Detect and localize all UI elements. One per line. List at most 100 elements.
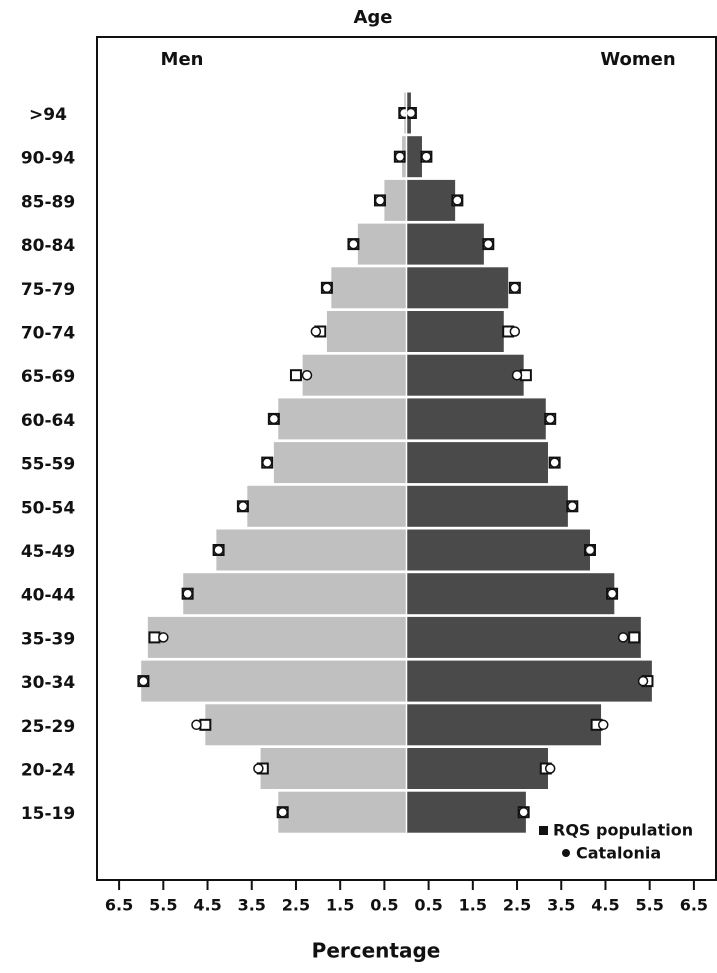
bar — [326, 311, 407, 352]
y-tick-label: 15-19 — [21, 804, 75, 824]
bar — [406, 616, 641, 658]
bar — [247, 485, 407, 527]
marker-circle — [321, 282, 333, 294]
bar — [406, 748, 548, 789]
x-tick-label: 6.5 — [680, 896, 708, 915]
marker-circle — [213, 544, 224, 556]
bar — [357, 223, 407, 265]
bar — [147, 616, 407, 658]
legend-circle — [562, 849, 570, 857]
y-tick-label: 25-29 — [21, 717, 75, 737]
x-axis-label: Percentage — [312, 939, 441, 963]
x-tick-label: 4.5 — [591, 896, 619, 915]
y-tick-label: 20-24 — [21, 761, 76, 781]
bar — [406, 223, 484, 265]
marker-circle — [567, 501, 578, 512]
marker-circle — [483, 238, 494, 250]
marker-circle — [268, 413, 280, 425]
marker-square — [148, 631, 161, 644]
x-tick-label: 0.5 — [370, 896, 398, 915]
bar — [216, 529, 407, 571]
marker-circle — [584, 544, 596, 556]
marker-circle — [617, 632, 629, 643]
marker-circle — [310, 326, 322, 337]
marker-circle — [374, 195, 386, 206]
legend-label: RQS population — [553, 821, 693, 840]
marker-circle — [544, 763, 556, 774]
marker-circle — [253, 763, 264, 774]
marker-square — [199, 718, 212, 731]
bar — [406, 398, 546, 440]
bar — [302, 354, 407, 396]
y-tick-label: 40-44 — [21, 586, 76, 606]
marker-circle — [277, 806, 288, 818]
chart-title: Age — [353, 7, 392, 28]
marker-circle — [421, 151, 432, 162]
marker-circle — [261, 457, 273, 468]
bar — [406, 791, 526, 833]
bar — [278, 791, 407, 833]
marker-circle — [549, 457, 560, 468]
bar — [406, 136, 422, 178]
x-tick-label: 2.5 — [282, 896, 310, 915]
marker-circle — [598, 719, 609, 731]
y-tick-label: 30-34 — [21, 673, 76, 693]
marker-circle — [394, 151, 406, 162]
y-tick-label: 75-79 — [21, 280, 75, 300]
y-tick-label: 85-89 — [21, 192, 75, 212]
marker-square — [628, 631, 641, 644]
bar — [406, 529, 590, 571]
bar — [278, 398, 407, 440]
marker-circle — [518, 806, 529, 818]
x-tick-label: 0.5 — [414, 896, 442, 915]
x-tick-label: 5.5 — [636, 896, 664, 915]
bar — [406, 660, 652, 702]
bar — [183, 573, 407, 615]
y-tick-label: >94 — [29, 105, 67, 125]
y-tick-label: 60-64 — [21, 411, 76, 431]
marker-circle — [191, 719, 202, 731]
x-tick-label: 1.5 — [459, 896, 487, 915]
bar — [406, 442, 548, 484]
x-tick-label: 5.5 — [149, 896, 177, 915]
bar — [260, 748, 407, 789]
marker-circle — [138, 675, 149, 687]
bar — [384, 179, 407, 221]
right-label: Women — [600, 49, 675, 70]
x-tick-label: 2.5 — [503, 896, 531, 915]
y-tick-label: 70-74 — [21, 324, 76, 344]
y-tick-label: 45-49 — [21, 542, 75, 562]
marker-circle — [158, 632, 169, 643]
marker-circle — [405, 107, 417, 119]
bar — [141, 660, 407, 702]
bar — [406, 485, 568, 527]
y-tick-label: 80-84 — [21, 236, 76, 256]
y-tick-label: 50-54 — [21, 498, 76, 518]
marker-circle — [606, 588, 618, 599]
bar — [273, 442, 407, 484]
x-tick-label: 6.5 — [105, 896, 133, 915]
x-tick-label: 1.5 — [326, 896, 354, 915]
marker-circle — [509, 282, 521, 294]
bar — [205, 704, 407, 746]
y-tick-label: 90-94 — [21, 149, 76, 169]
legend-square — [539, 826, 548, 835]
x-tick-label: 3.5 — [547, 896, 575, 915]
marker-circle — [182, 588, 193, 599]
marker-circle — [348, 238, 359, 250]
marker-circle — [301, 369, 313, 381]
marker-square — [289, 369, 302, 382]
x-tick-label: 4.5 — [193, 896, 221, 915]
bar — [406, 179, 456, 221]
left-label: Men — [161, 49, 204, 70]
marker-square — [519, 369, 532, 382]
y-tick-label: 35-39 — [21, 629, 75, 649]
legend-label: Catalonia — [576, 844, 661, 863]
bar — [406, 354, 524, 396]
plot-frame — [96, 36, 717, 881]
y-tick-label: 65-69 — [21, 367, 75, 387]
marker-circle — [637, 675, 649, 687]
marker-circle — [544, 413, 556, 425]
bar — [331, 267, 407, 309]
